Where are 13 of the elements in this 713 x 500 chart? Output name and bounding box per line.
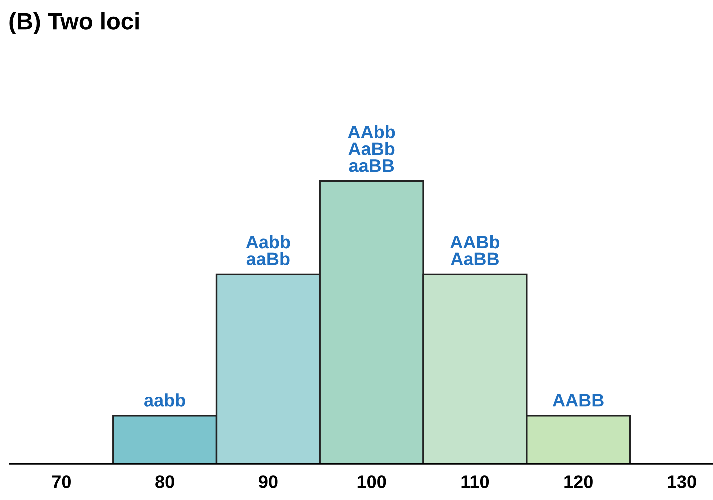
annotation: AAbb AaBb aaBB: [348, 125, 396, 172]
annotation: aabb: [144, 394, 186, 407]
annotation: AABB: [552, 394, 604, 407]
x-tick-label: 80: [156, 476, 174, 488]
annotation: AABb AaBB: [450, 235, 500, 266]
x-tick-label: 120: [564, 476, 593, 488]
chart-title: (B) Two loci: [10, 12, 139, 35]
x-tick-label: 90: [259, 476, 278, 488]
x-tick-label: 70: [52, 476, 71, 488]
x-tick-label: 130: [668, 476, 696, 488]
x-tick-label: 110: [462, 476, 490, 488]
annotation: Aabb aaBb: [246, 235, 290, 266]
x-tick-label: 100: [358, 476, 386, 488]
